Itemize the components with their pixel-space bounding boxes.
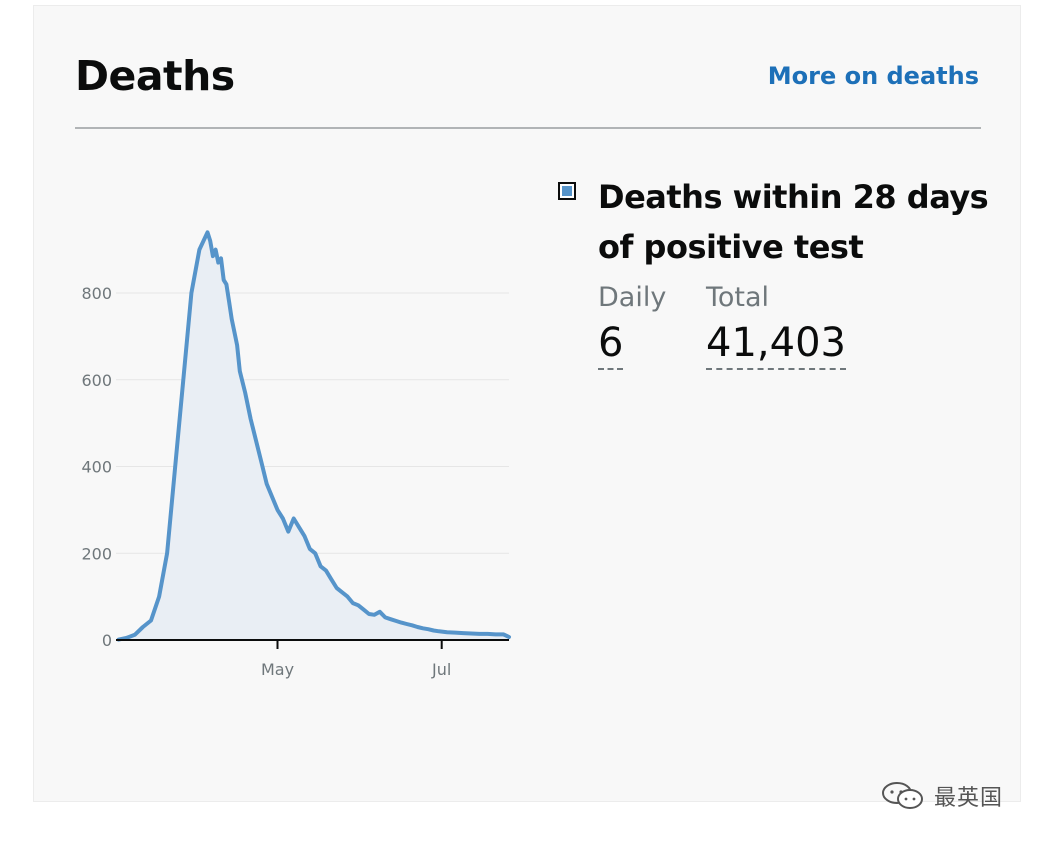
title-divider bbox=[75, 127, 981, 129]
x-tick-label: May bbox=[261, 660, 294, 679]
watermark-text: 最英国 bbox=[934, 786, 1004, 811]
deaths-card: Deaths More on deaths 0 200 400 600 800 May J… bbox=[33, 5, 1021, 802]
total-label: Total bbox=[706, 282, 770, 313]
x-tick-label: Jul bbox=[431, 660, 451, 679]
total-stat: Total 41,403 bbox=[706, 278, 846, 370]
deaths-area-chart: 0 200 400 600 800 May Jul bbox=[81, 230, 511, 679]
y-tick-label: 0 bbox=[102, 631, 112, 650]
total-value[interactable]: 41,403 bbox=[706, 318, 846, 370]
y-tick-label: 800 bbox=[81, 284, 112, 303]
y-tick-label: 600 bbox=[81, 371, 112, 390]
x-axis-ticks: May Jul bbox=[261, 640, 451, 679]
daily-stat: Daily 6 bbox=[598, 278, 666, 370]
y-tick-label: 400 bbox=[81, 458, 112, 477]
deaths-series-area bbox=[118, 232, 509, 641]
card-title: Deaths bbox=[75, 52, 235, 100]
daily-value[interactable]: 6 bbox=[598, 318, 624, 370]
legend-metric-name: Deaths within 28 days of positive test bbox=[598, 178, 989, 266]
more-on-deaths-link[interactable]: More on deaths bbox=[767, 62, 979, 90]
legend-swatch bbox=[558, 182, 576, 200]
y-tick-label: 200 bbox=[81, 544, 112, 563]
watermark: 最英国 bbox=[880, 780, 1003, 812]
daily-label: Daily bbox=[598, 282, 667, 313]
deaths-series-line bbox=[116, 230, 511, 642]
y-axis-ticks: 0 200 400 600 800 bbox=[81, 284, 112, 650]
chat-bubbles-icon bbox=[882, 782, 923, 809]
